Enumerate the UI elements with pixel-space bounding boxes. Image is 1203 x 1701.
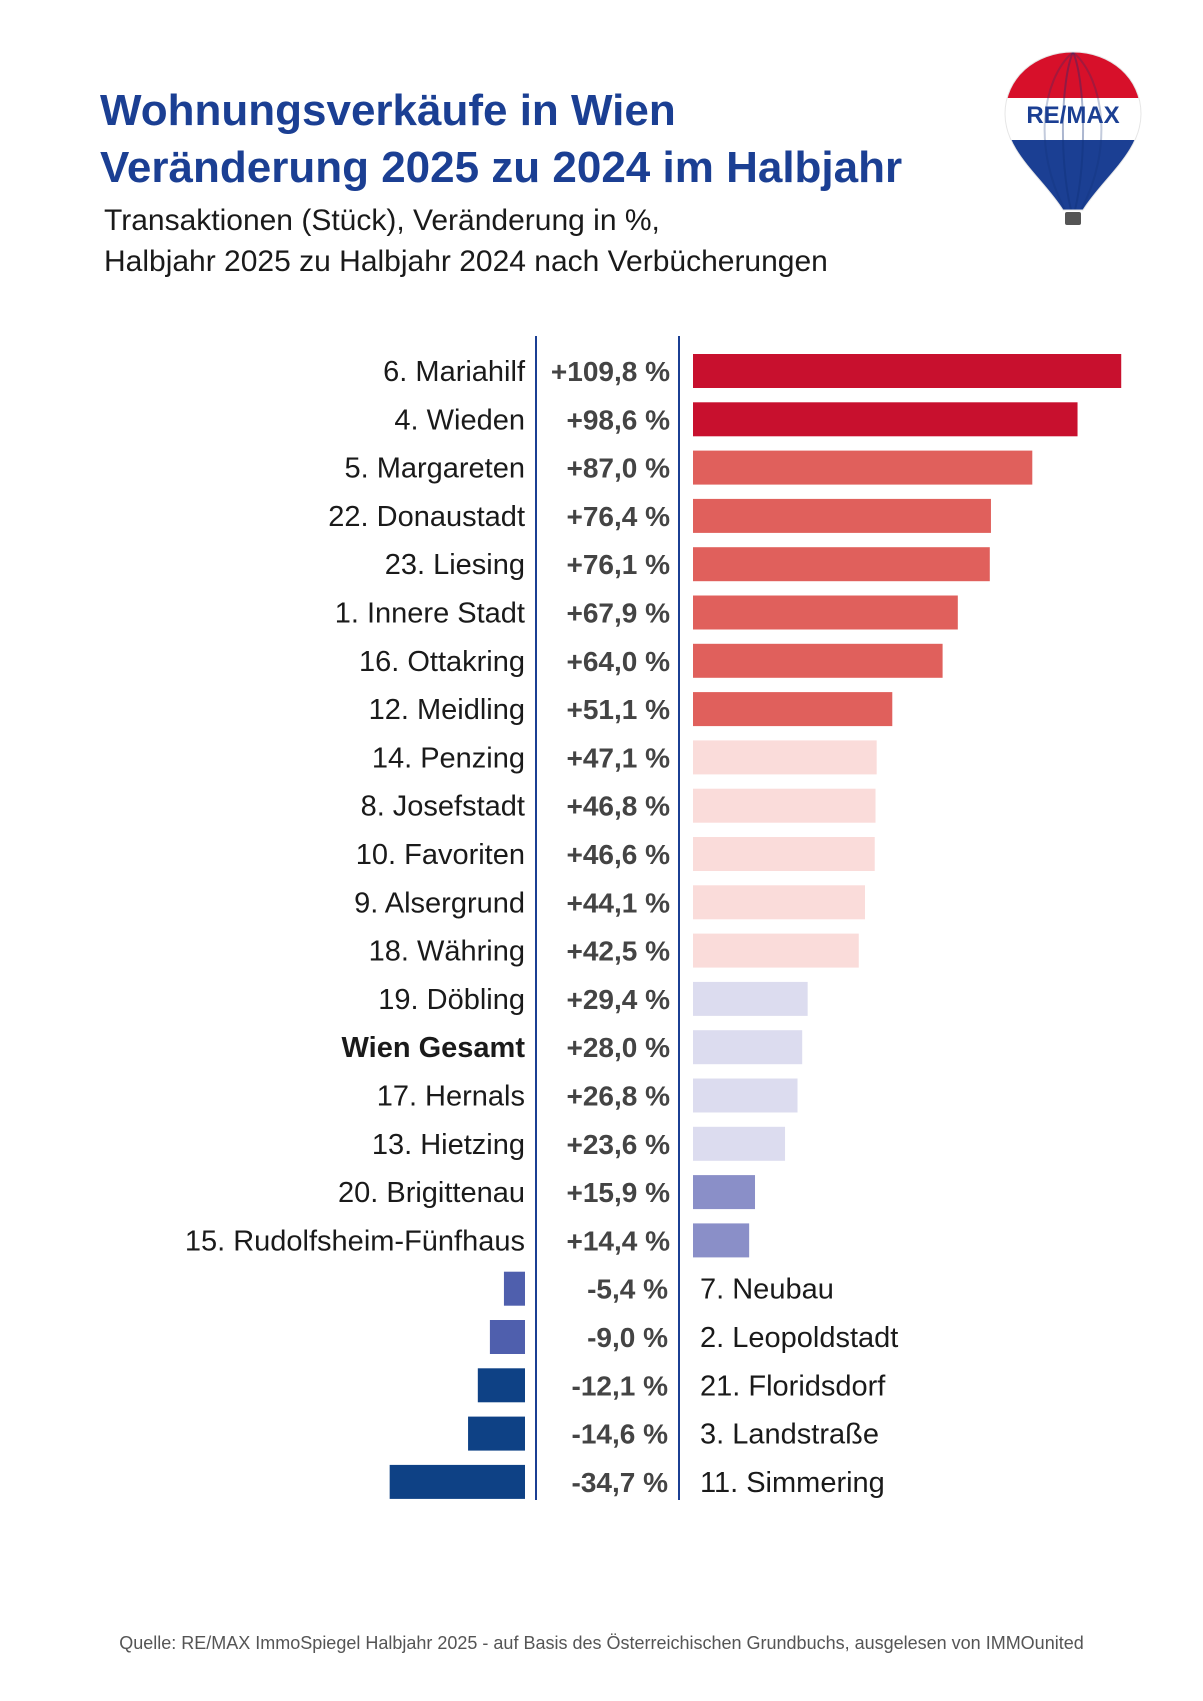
category-label-15-rudolfsheim-fuenfhaus: 15. Rudolfsheim-Fünfhaus — [185, 1225, 525, 1257]
bar-2-leopoldstadt — [489, 1320, 525, 1354]
category-label-18-waehring: 18. Währing — [369, 936, 525, 968]
category-label-6-mariahilf: 6. Mariahilf — [383, 356, 526, 388]
category-label-16-ottakring: 16. Ottakring — [359, 646, 525, 678]
bar-18-waehring — [693, 933, 859, 968]
value-label-13-hietzing: +23,6 % — [566, 1129, 670, 1160]
value-label-23-liesing: +76,1 % — [566, 549, 670, 580]
bar-9-alsergrund — [693, 885, 865, 920]
category-label-wien-gesamt: Wien Gesamt — [342, 1032, 526, 1064]
category-label-3-landstrasse: 3. Landstraße — [700, 1419, 879, 1451]
category-label-21-floridsdorf: 21. Floridsdorf — [700, 1370, 886, 1402]
category-label-22-donaustadt: 22. Donaustadt — [328, 501, 525, 533]
value-label-10-favoriten: +46,6 % — [566, 839, 670, 870]
value-label-11-simmering: -34,7 % — [572, 1467, 669, 1498]
value-label-5-margareten: +87,0 % — [566, 453, 670, 484]
bar-7-neubau — [503, 1271, 525, 1306]
value-label-3-landstrasse: -14,6 % — [572, 1419, 669, 1450]
chart-subtitle: Transaktionen (Stück), Veränderung in %,… — [104, 200, 828, 282]
category-label-17-hernals: 17. Hernals — [377, 1081, 525, 1113]
category-label-13-hietzing: 13. Hietzing — [372, 1129, 525, 1161]
value-label-14-penzing: +47,1 % — [566, 742, 670, 773]
value-label-2-leopoldstadt: -9,0 % — [587, 1322, 668, 1353]
bar-12-meidling — [693, 692, 893, 727]
bar-10-favoriten — [693, 837, 875, 871]
logo-text: RE/MAX — [1026, 102, 1119, 129]
category-label-7-neubau: 7. Neubau — [700, 1274, 834, 1306]
bar-4-wieden — [693, 402, 1078, 437]
bar-8-josefstadt — [693, 788, 876, 823]
title-line-1: Wohnungsverkäufe in Wien — [100, 86, 676, 135]
value-label-1-innere-stadt: +67,9 % — [566, 598, 670, 629]
value-label-16-ottakring: +64,0 % — [566, 646, 670, 677]
value-label-12-meidling: +51,1 % — [566, 694, 670, 725]
value-label-15-rudolfsheim-fuenfhaus: +14,4 % — [566, 1225, 670, 1256]
value-label-19-doebling: +29,4 % — [566, 984, 670, 1015]
category-label-10-favoriten: 10. Favoriten — [356, 839, 525, 871]
value-label-6-mariahilf: +109,8 % — [551, 356, 670, 387]
value-label-20-brigittenau: +15,9 % — [566, 1177, 670, 1208]
remax-balloon-logo: RE/MAX — [1004, 51, 1142, 225]
bar-20-brigittenau — [693, 1175, 756, 1210]
value-label-18-waehring: +42,5 % — [566, 936, 670, 967]
bar-1-innere-stadt — [693, 595, 958, 630]
value-label-22-donaustadt: +76,4 % — [566, 501, 670, 532]
bar-3-landstrasse — [468, 1416, 525, 1451]
bar-11-simmering — [389, 1464, 525, 1499]
category-label-2-leopoldstadt: 2. Leopoldstadt — [700, 1322, 898, 1354]
subtitle-line-2: Halbjahr 2025 zu Halbjahr 2024 nach Verb… — [104, 245, 828, 278]
value-label-21-floridsdorf: -12,1 % — [572, 1370, 669, 1401]
category-label-9-alsergrund: 9. Alsergrund — [354, 887, 525, 919]
value-label-8-josefstadt: +46,8 % — [566, 791, 670, 822]
bar-wien-gesamt — [693, 1030, 803, 1065]
title-line-2: Veränderung 2025 zu 2024 im Halbjahr — [100, 143, 903, 192]
bar-16-ottakring — [693, 643, 943, 678]
chart-title: Wohnungsverkäufe in Wien Veränderung 202… — [100, 82, 902, 196]
bar-21-floridsdorf — [477, 1368, 525, 1403]
value-label-7-neubau: -5,4 % — [587, 1274, 668, 1305]
bar-22-donaustadt — [693, 498, 991, 533]
bar-6-mariahilf — [693, 354, 1122, 388]
value-label-17-hernals: +26,8 % — [566, 1081, 670, 1112]
bar-13-hietzing — [693, 1126, 786, 1161]
category-label-4-wieden: 4. Wieden — [394, 404, 525, 436]
value-label-wien-gesamt: +28,0 % — [566, 1032, 670, 1063]
bar-14-penzing — [693, 740, 877, 775]
value-label-9-alsergrund: +44,1 % — [566, 887, 670, 918]
value-label-4-wieden: +98,6 % — [566, 404, 670, 435]
category-label-23-liesing: 23. Liesing — [385, 549, 525, 581]
bar-15-rudolfsheim-fuenfhaus — [693, 1223, 750, 1258]
category-label-5-margareten: 5. Margareten — [344, 453, 525, 485]
category-label-1-innere-stadt: 1. Innere Stadt — [335, 598, 525, 630]
category-label-20-brigittenau: 20. Brigittenau — [338, 1177, 525, 1209]
category-label-19-doebling: 19. Döbling — [378, 984, 525, 1016]
category-label-8-josefstadt: 8. Josefstadt — [361, 791, 525, 823]
source-note: Quelle: RE/MAX ImmoSpiegel Halbjahr 2025… — [119, 1633, 1084, 1653]
bar-chart: 6. Mariahilf +109,8 % 4. Wieden +98,6 % 5. M… — [185, 336, 1122, 1500]
category-label-14-penzing: 14. Penzing — [372, 742, 525, 774]
bar-23-liesing — [693, 547, 990, 582]
bar-19-doebling — [693, 981, 808, 1016]
category-label-11-simmering: 11. Simmering — [700, 1467, 885, 1499]
bar-5-margareten — [693, 450, 1033, 485]
bar-17-hernals — [693, 1078, 798, 1113]
subtitle-line-1: Transaktionen (Stück), Veränderung in %, — [104, 204, 660, 237]
category-label-12-meidling: 12. Meidling — [369, 694, 525, 726]
